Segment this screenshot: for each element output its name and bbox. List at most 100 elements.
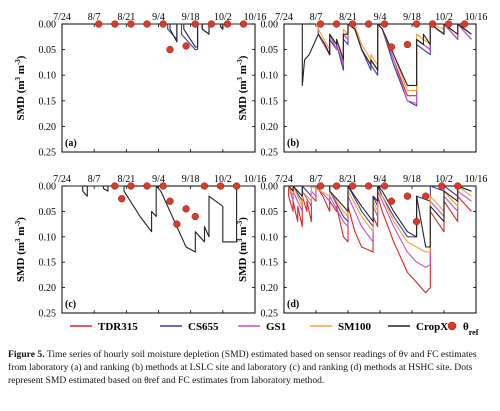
y-tick-label: 0.25 (261, 148, 279, 159)
panel-frame (61, 23, 256, 153)
theta-ref-point (166, 197, 174, 205)
legend-ref-marker (447, 321, 457, 331)
theta-ref-point (111, 20, 119, 28)
x-tick-label: 7/24 (275, 174, 293, 185)
theta-ref-point (316, 20, 325, 28)
x-tick-label: 9/4 (374, 12, 387, 23)
y-tick-label: 0.05 (261, 207, 279, 218)
theta-ref-point (403, 40, 412, 49)
x-tick-label: 9/18 (403, 174, 421, 185)
theta-ref-point (403, 192, 412, 200)
x-tick-label: 10/16 (244, 174, 267, 185)
legend-label: GS1 (266, 321, 286, 333)
y-tick-label: 0.20 (39, 283, 57, 294)
y-tick-label: 0.00 (261, 20, 279, 31)
y-axis-title: SMD (m3 m-3) (236, 217, 249, 282)
theta-ref-point (364, 20, 373, 28)
y-tick-label: 0.15 (261, 96, 279, 107)
y-axis-title: SMD (m3 m-3) (14, 55, 27, 120)
theta-ref-point (127, 20, 135, 28)
panel-label: (a) (65, 138, 77, 149)
legend-label: SM100 (338, 321, 372, 333)
x-tick-label: 9/18 (403, 12, 421, 23)
y-axis-title-part: ) (15, 217, 27, 221)
theta-ref-point (127, 182, 135, 190)
theta-ref-point (207, 20, 215, 28)
theta-ref-point (232, 182, 241, 190)
theta-ref-point (387, 197, 396, 205)
y-axis-title-part: SMD (m (237, 80, 249, 120)
x-tick-label: 8/7 (310, 174, 323, 185)
theta-ref-point (216, 182, 225, 190)
caption-lead: Figure 5. (8, 349, 45, 360)
y-tick-label: 0.05 (39, 45, 57, 56)
theta-ref-point (182, 205, 190, 213)
panel-frame (61, 185, 256, 314)
y-tick-label: 0.25 (39, 148, 57, 159)
x-tick-label: 10/2 (435, 12, 453, 23)
theta-ref-point (200, 182, 209, 190)
x-tick-label: 8/21 (339, 174, 357, 185)
theta-ref-point (332, 182, 341, 190)
x-tick-label: 10/2 (214, 174, 232, 185)
y-axis-title-part: 3 (236, 238, 244, 242)
theta-ref-point (332, 20, 341, 28)
theta-ref-point (412, 20, 421, 28)
theta-ref-point (143, 20, 151, 28)
x-tick-label: 8/21 (117, 174, 135, 185)
theta-ref-point (316, 182, 325, 190)
y-axis-title-part: ) (237, 55, 249, 59)
theta-ref-point (118, 195, 126, 203)
theta-ref-point (111, 182, 119, 190)
panel-label: (c) (65, 299, 76, 310)
theta-ref-point (348, 20, 357, 28)
legend-label: TDR315 (98, 321, 138, 333)
y-axis-title-part: SMD (m (15, 80, 27, 120)
y-axis-title-part: -3 (14, 220, 22, 226)
series-line-cropx (288, 185, 472, 248)
y-tick-label: 0.15 (261, 258, 279, 269)
y-axis-title-part: -3 (236, 220, 244, 226)
theta-ref-point (380, 182, 389, 190)
theta-ref-point (412, 217, 421, 226)
theta-ref-point (364, 182, 373, 190)
y-tick-label: 0.25 (39, 309, 57, 320)
y-tick-label: 0.15 (39, 96, 57, 107)
panel-label: (b) (287, 138, 299, 149)
x-tick-label: 8/21 (339, 12, 357, 23)
theta-ref-point (387, 43, 396, 51)
theta-ref-point (95, 20, 103, 28)
y-axis-title: SMD (m3 m-3) (236, 55, 249, 120)
x-tick-label: 8/7 (88, 12, 101, 23)
theta-ref-point (191, 20, 199, 28)
theta-ref-point (380, 20, 389, 28)
theta-ref-point (239, 20, 248, 28)
y-tick-label: 0.00 (39, 20, 57, 31)
theta-ref-point (182, 42, 190, 50)
theta-ref-point (348, 182, 357, 190)
y-axis-title-part: 3 (236, 76, 244, 80)
x-tick-label: 7/24 (53, 174, 71, 185)
legend-ref-label-part: ref (469, 328, 479, 337)
x-tick-label: 10/16 (465, 174, 488, 185)
figure-caption: Figure 5. Time series of hourly soil moi… (8, 348, 492, 387)
x-tick-label: 7/24 (275, 12, 293, 23)
x-tick-label: 8/7 (310, 12, 323, 23)
x-tick-label: 8/7 (88, 174, 101, 185)
y-axis-title-part: ) (237, 217, 249, 221)
y-tick-label: 0.10 (261, 232, 279, 243)
y-axis-title-part: m (237, 227, 249, 239)
y-tick-label: 0.10 (39, 232, 57, 243)
x-tick-label: 7/24 (53, 12, 71, 23)
x-tick-label: 8/21 (117, 12, 135, 23)
y-axis-title-part: ) (15, 55, 27, 59)
y-axis-title-part: 3 (14, 238, 22, 242)
x-tick-label: 10/2 (435, 174, 453, 185)
theta-ref-point (422, 192, 430, 200)
theta-ref-point (428, 20, 437, 28)
y-tick-label: 0.20 (261, 283, 279, 294)
y-tick-label: 0.25 (261, 309, 279, 320)
y-axis-title-part: SMD (m (237, 242, 249, 282)
y-axis-title: SMD (m3 m-3) (14, 217, 27, 282)
